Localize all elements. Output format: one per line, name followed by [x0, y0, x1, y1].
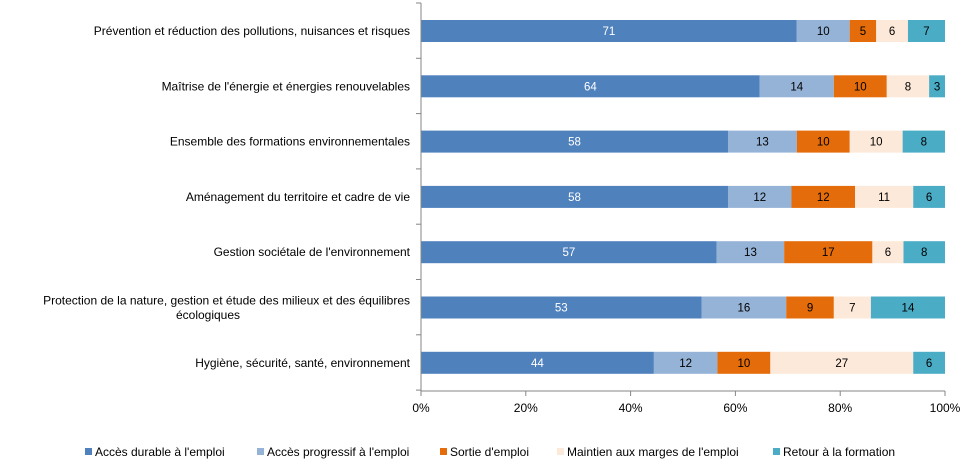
data-label: 53 — [555, 303, 568, 315]
bar-segment — [421, 75, 760, 98]
data-label: 7 — [849, 303, 855, 315]
bars-layer: 71 10 5 6 7 64 14 10 8 3 58 13 10 10 8 58 12 12 11 6 57 13 17 6… — [421, 20, 945, 374]
bar-segment — [903, 241, 945, 264]
bar-segment — [653, 351, 718, 374]
bar-segment — [784, 241, 873, 264]
bar-segment — [421, 130, 728, 153]
bar-segment — [902, 130, 945, 153]
data-label: 6 — [885, 247, 891, 259]
bar-segment — [907, 20, 945, 42]
data-label: 11 — [878, 192, 890, 204]
data-label: 58 — [568, 137, 581, 149]
legend-swatch — [773, 448, 780, 455]
data-label: 58 — [568, 192, 581, 204]
data-label: 14 — [902, 303, 915, 315]
data-label: 5 — [860, 26, 866, 38]
bar-segment — [796, 20, 850, 42]
bar-segment — [791, 185, 856, 208]
data-label: 64 — [584, 81, 597, 93]
data-label: 27 — [835, 358, 848, 370]
data-label: 10 — [870, 137, 883, 149]
category-label: Aménagement du territoire et cadre de vi… — [186, 190, 410, 204]
bar-segment — [716, 241, 785, 264]
bar-segment — [421, 351, 654, 374]
x-tick-label: 100% — [930, 401, 961, 415]
data-label: 9 — [807, 303, 813, 315]
bar-segment — [421, 20, 797, 42]
bar-segment — [855, 185, 914, 208]
legend-swatch — [557, 448, 564, 455]
data-label: 7 — [923, 26, 929, 38]
bar-segment — [727, 185, 792, 208]
bar-segment — [872, 241, 904, 264]
data-label: 8 — [921, 247, 927, 259]
legend-entry: Retour à la formation — [783, 445, 895, 459]
category-label: Gestion sociétale de l'environnement — [214, 245, 411, 259]
bar-segment — [913, 351, 945, 374]
category-label: Ensemble des formations environnementale… — [170, 135, 410, 149]
category-labels: Prévention et réduction des pollutions, … — [43, 24, 411, 370]
bar-segment — [759, 75, 834, 98]
legend-entry: Maintien aux marges de l'emploi — [567, 445, 739, 459]
bar-segment — [833, 75, 887, 98]
data-label: 44 — [531, 358, 544, 370]
data-label: 13 — [756, 137, 769, 149]
data-label: 10 — [737, 358, 750, 370]
data-label: 71 — [603, 26, 616, 38]
bar-segment — [849, 130, 903, 153]
data-label: 17 — [822, 247, 835, 259]
bar-segment — [701, 296, 787, 319]
data-label: 6 — [889, 26, 895, 38]
bar-segment — [421, 185, 728, 208]
category-label: Hygiène, sécurité, santé, environnement — [195, 356, 410, 370]
data-label: 13 — [744, 247, 757, 259]
x-tick-label: 0% — [412, 401, 430, 415]
bar-segment — [717, 351, 771, 374]
data-label: 57 — [562, 247, 575, 259]
legend-swatch — [440, 448, 447, 455]
data-label: 12 — [679, 358, 692, 370]
x-tick-label: 60% — [723, 401, 747, 415]
bar-segment — [876, 20, 908, 42]
x-tick-label: 20% — [514, 401, 538, 415]
bar-segment — [929, 75, 945, 98]
bar-segment — [913, 185, 945, 208]
data-label: 16 — [737, 303, 750, 315]
data-label: 10 — [854, 81, 867, 93]
data-label: 8 — [905, 81, 911, 93]
bar-segment — [421, 296, 702, 319]
bar-segment — [870, 296, 945, 319]
data-label: 10 — [817, 137, 830, 149]
legend-swatch — [85, 448, 92, 455]
data-label: 6 — [926, 358, 932, 370]
category-label: Protection de la nature, gestion et étud… — [43, 293, 410, 307]
bar-segment — [770, 351, 914, 374]
category-label: écologiques — [176, 308, 240, 322]
category-label: Prévention et réduction des pollutions, … — [94, 24, 410, 38]
data-label: 6 — [926, 192, 932, 204]
bar-segment — [421, 241, 717, 264]
data-label: 12 — [753, 192, 766, 204]
x-tick-label: 80% — [828, 401, 852, 415]
bar-segment — [886, 75, 930, 98]
bar-segment — [796, 130, 850, 153]
bar-segment — [833, 296, 871, 319]
legend: Accès durable à l'emploi Accès progressif… — [85, 445, 895, 459]
legend-entry: Accès durable à l'emploi — [95, 445, 225, 459]
data-label: 12 — [817, 192, 830, 204]
x-axis: 0% 20% 40% 60% 80% 100% — [412, 2, 961, 415]
legend-entry: Sortie d'emploi — [450, 445, 529, 459]
data-label: 14 — [790, 81, 803, 93]
category-label: Maîtrise de l'énergie et énergies renouv… — [162, 79, 410, 93]
legend-entry: Accès progressif à l'emploi — [267, 445, 409, 459]
legend-swatch — [257, 448, 264, 455]
x-tick-label: 40% — [619, 401, 643, 415]
bar-segment — [786, 296, 834, 319]
data-label: 3 — [934, 81, 940, 93]
bar-segment — [849, 20, 877, 42]
data-label: 8 — [921, 137, 927, 149]
bar-segment — [727, 130, 797, 153]
data-label: 10 — [817, 26, 830, 38]
